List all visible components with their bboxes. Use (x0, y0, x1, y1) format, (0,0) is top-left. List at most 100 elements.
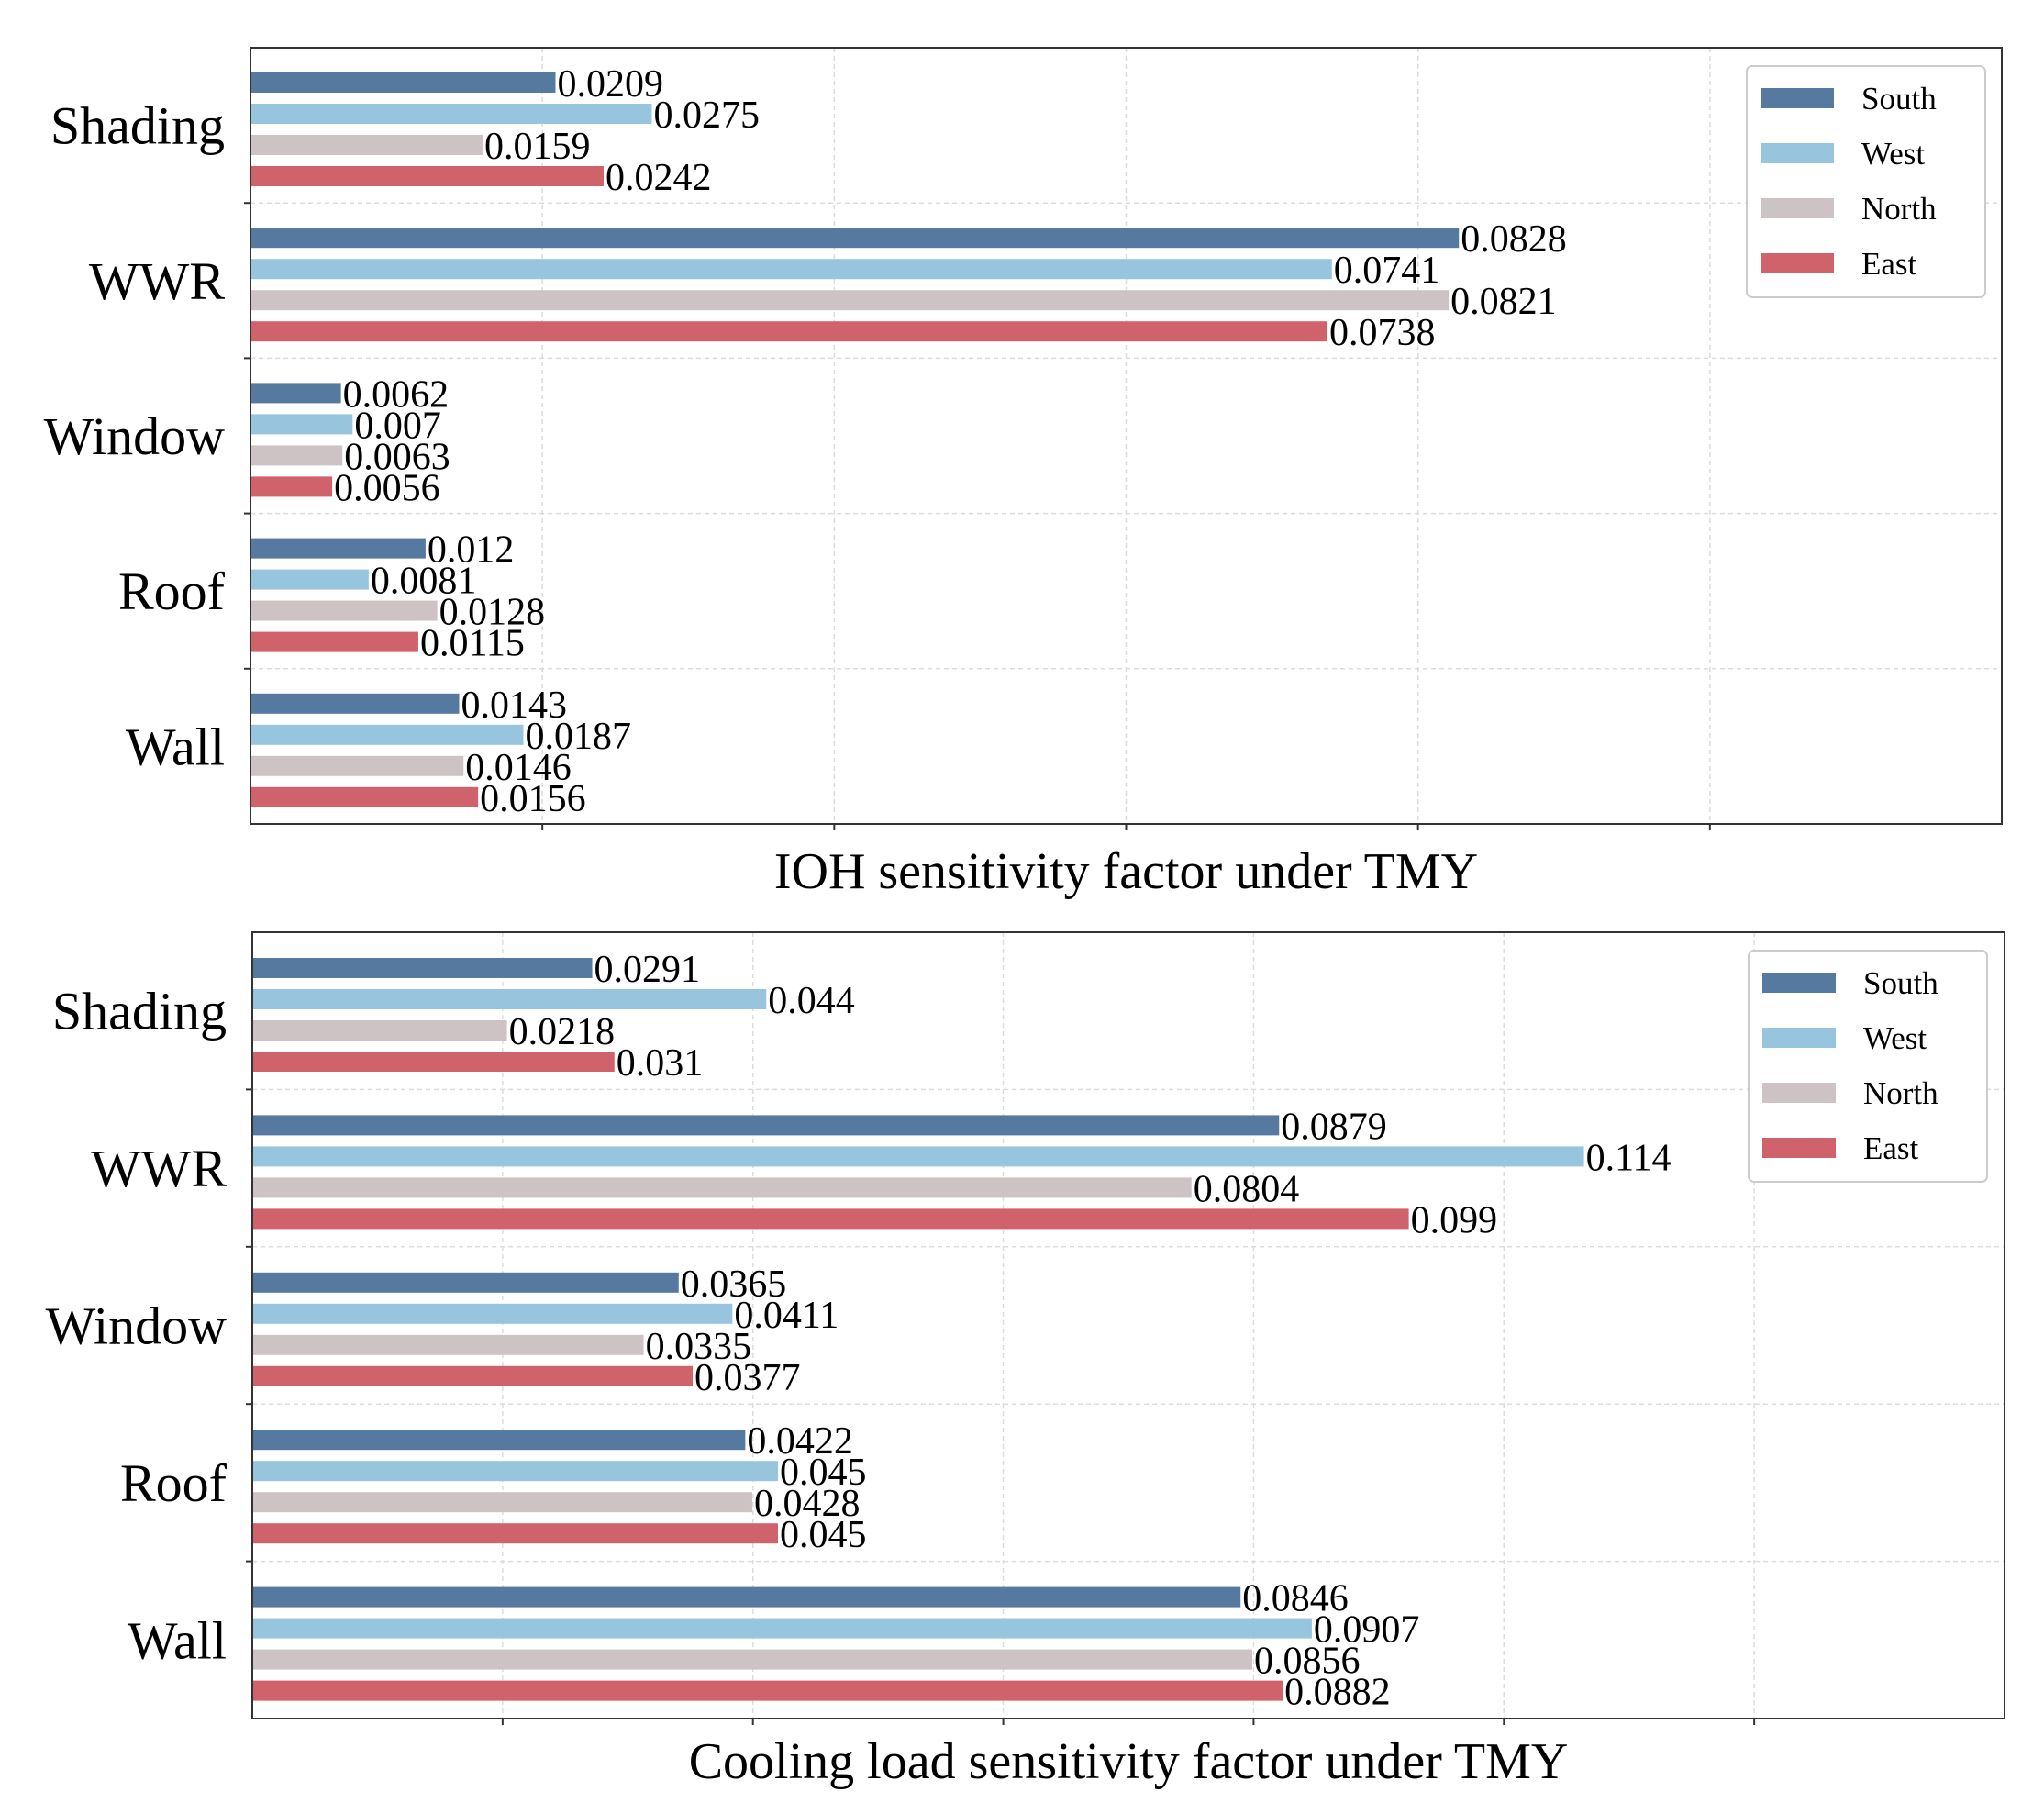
data-label: 0.0856 (1254, 1641, 1361, 1683)
legend-swatch-south (1762, 973, 1836, 993)
data-label: 0.045 (780, 1514, 867, 1556)
bar-north-wall (251, 755, 464, 776)
bar-west-roof (253, 1461, 778, 1482)
bar-east-roof (253, 1523, 778, 1544)
bar-west-roof (251, 569, 369, 590)
bar-east-wwr (253, 1208, 1409, 1230)
data-label: 0.0377 (694, 1357, 801, 1399)
bar-east-shading (253, 1052, 615, 1072)
legend-swatch-south (1761, 88, 1834, 108)
data-label: 0.031 (617, 1042, 704, 1085)
bar-north-shading (251, 135, 483, 155)
data-label: 0.0062 (343, 373, 450, 416)
bar-south-shading (251, 72, 556, 93)
data-label: 0.0063 (344, 436, 450, 478)
bar-south-wwr (253, 1115, 1280, 1136)
data-label: 0.0882 (1284, 1672, 1391, 1714)
legend-swatch-east (1761, 253, 1834, 273)
bar-south-wall (251, 693, 460, 714)
legend-label-west: West (1861, 136, 1925, 172)
data-label: 0.099 (1411, 1199, 1498, 1241)
legend: South West North East (1748, 950, 1988, 1183)
legend-label-east: East (1861, 246, 1917, 282)
legend-label-west: West (1863, 1020, 1927, 1056)
data-label: 0.0128 (439, 592, 546, 634)
data-label: 0.0209 (557, 63, 663, 106)
data-label: 0.114 (1586, 1137, 1672, 1179)
bar-south-wall (253, 1586, 1241, 1608)
data-label: 0.0156 (480, 778, 586, 820)
bar-east-wall (253, 1680, 1283, 1701)
legend-label-south: South (1863, 965, 1938, 1001)
data-label: 0.0275 (653, 95, 760, 137)
bar-south-window (253, 1272, 679, 1293)
data-label: 0.0218 (509, 1011, 616, 1053)
legend-box (1748, 950, 1988, 1183)
bar-west-window (253, 1303, 733, 1324)
plot-frame (251, 931, 2005, 1719)
bar-north-wwr (251, 290, 1450, 311)
bar-south-shading (253, 958, 593, 978)
legend-swatch-west (1762, 1028, 1836, 1048)
bar-east-wwr (251, 321, 1328, 342)
category-label-shading: Shading (50, 96, 225, 156)
data-label: 0.0143 (461, 684, 566, 727)
category-label-roof: Roof (120, 1453, 228, 1513)
data-label: 0.0291 (594, 949, 701, 991)
data-label: 0.0056 (334, 467, 440, 509)
legend: South West North East (1746, 65, 1986, 298)
legend-swatch-north (1762, 1083, 1836, 1103)
bar-south-roof (251, 538, 426, 559)
data-label: 0.0828 (1461, 218, 1567, 261)
data-label: 0.0428 (754, 1483, 861, 1525)
legend-label-south: South (1861, 81, 1937, 117)
data-label: 0.007 (354, 405, 441, 447)
data-label: 0.0335 (646, 1326, 752, 1368)
category-label-roof: Roof (118, 562, 226, 621)
category-label-wwr: WWR (89, 251, 225, 311)
bar-north-roof (253, 1492, 752, 1513)
category-label-window: Window (44, 406, 226, 466)
data-label: 0.0159 (484, 126, 591, 168)
data-label: 0.0146 (465, 747, 572, 789)
data-label: 0.0821 (1450, 281, 1557, 323)
data-label: 0.0187 (525, 716, 631, 758)
bar-south-roof (253, 1430, 746, 1451)
legend-swatch-east (1762, 1138, 1836, 1158)
legend-label-north: North (1863, 1075, 1938, 1111)
data-label: 0.0422 (747, 1420, 853, 1463)
category-label-wall: Wall (128, 1610, 227, 1670)
bar-west-wall (251, 724, 524, 745)
legend-label-north: North (1861, 191, 1937, 227)
bar-south-wwr (251, 228, 1460, 249)
data-label: 0.044 (768, 980, 855, 1022)
data-label: 0.0242 (605, 157, 712, 199)
data-label: 0.0081 (371, 561, 477, 603)
category-label-shading: Shading (52, 982, 227, 1041)
legend-swatch-west (1761, 143, 1834, 163)
bar-west-wwr (253, 1146, 1584, 1167)
data-label: 0.0846 (1242, 1578, 1349, 1620)
bar-north-window (253, 1334, 644, 1355)
category-label-wall: Wall (126, 717, 225, 776)
bar-east-shading (251, 166, 604, 186)
data-label: 0.0365 (681, 1263, 787, 1306)
bar-west-shading (253, 989, 767, 1009)
bar-east-window (251, 476, 333, 497)
bar-south-window (251, 383, 341, 404)
data-label: 0.0907 (1314, 1609, 1420, 1652)
bar-north-roof (251, 600, 438, 621)
bar-west-wwr (251, 259, 1332, 280)
category-label-wwr: WWR (91, 1139, 227, 1198)
data-label: 0.0804 (1194, 1168, 1300, 1210)
category-label-window: Window (46, 1297, 228, 1356)
x-axis-label: Cooling load sensitivity factor under TM… (689, 1733, 1569, 1790)
bar-north-wall (253, 1649, 1252, 1670)
bar-west-shading (251, 104, 652, 124)
bar-north-shading (253, 1020, 507, 1041)
x-axis-label: IOH sensitivity factor under TMY (774, 843, 1478, 900)
